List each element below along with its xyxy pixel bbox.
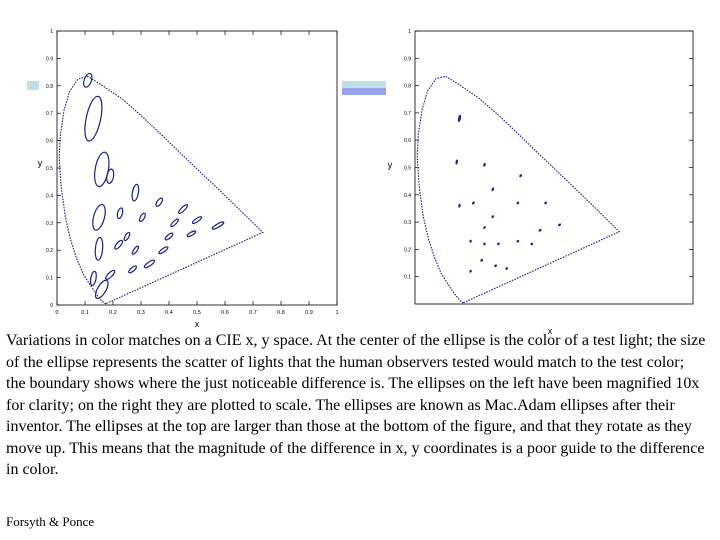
y-tick-label: 1	[408, 29, 411, 35]
y-tick-label: 0.9	[404, 56, 411, 62]
macadam-ellipse	[458, 203, 461, 208]
x-tick-label: 0.6	[221, 310, 229, 316]
macadam-ellipse	[480, 258, 484, 262]
y-tick-label: 0.9	[46, 56, 53, 62]
x-tick-label: 0.3	[137, 310, 145, 316]
y-tick-label: 0.3	[46, 221, 53, 227]
y-axis-label: y	[38, 158, 43, 168]
macadam-ellipse	[84, 95, 103, 142]
x-axis-label: x	[548, 326, 553, 335]
macadam-ellipses-to-scale-chart: 0.1 0.2 0.3 0.4 0.5 0.6 0.7 0.8 0.9 1 x y	[388, 29, 694, 335]
x-tick-label: 1	[335, 310, 338, 316]
y-axis-label: y	[388, 160, 393, 170]
macadam-ellipse	[211, 221, 225, 230]
macadam-ellipse	[106, 168, 115, 184]
y-tick-label: 0.8	[46, 84, 53, 90]
color-swatch-right-light	[342, 81, 386, 88]
macadam-ellipse	[94, 279, 109, 300]
macadam-ellipse	[105, 269, 116, 280]
y-tick-label: 0.7	[404, 111, 411, 117]
x-tick-label: 0.2	[109, 310, 117, 316]
macadam-ellipse	[491, 187, 495, 192]
macadam-ellipse	[472, 201, 475, 205]
x-tick-label: 0.9	[305, 310, 313, 316]
x-tick-label: 0.1	[81, 310, 89, 316]
y-tick-label: 0.7	[46, 111, 53, 117]
macadam-ellipse	[116, 207, 124, 220]
macadam-ellipse	[89, 270, 97, 287]
macadam-ellipse	[94, 151, 110, 188]
x-tick-label: 0	[55, 310, 58, 316]
macadam-ellipse	[92, 203, 106, 231]
y-tick-label: 1	[50, 29, 53, 35]
plot-frame	[414, 30, 694, 305]
macadam-ellipse	[158, 246, 169, 255]
macadam-ellipse	[143, 259, 156, 269]
spectral-locus-boundary	[416, 75, 621, 304]
x-tick-label: 0.8	[277, 310, 285, 316]
macadam-ellipse	[455, 159, 458, 165]
y-tick-label: 0	[50, 303, 53, 309]
y-tick-label: 0.4	[404, 193, 411, 199]
macadam-ellipse	[494, 264, 497, 268]
y-tick-label: 0.5	[46, 166, 53, 172]
macadam-ellipse	[516, 201, 520, 205]
plot-frame	[56, 30, 338, 306]
x-tick-label: 0.7	[249, 310, 257, 316]
macadam-ellipse	[94, 236, 104, 261]
macadam-ellipse	[558, 223, 562, 227]
y-tick-label: 0.6	[46, 139, 53, 145]
macadam-ellipse	[457, 114, 462, 122]
macadam-ellipse	[170, 218, 179, 228]
macadam-ellipse	[164, 232, 174, 241]
macadam-ellipse	[138, 212, 146, 222]
macadam-ellipse	[505, 267, 509, 270]
macadam-ellipse	[83, 72, 93, 88]
macadam-ellipse	[123, 231, 131, 242]
macadam-ellipse	[131, 245, 140, 255]
y-tick-label: 0.4	[46, 193, 53, 199]
macadam-ellipses-magnified-chart: 0 0.1 0.2 0.3 0.4 0.5 0.6 0.7 0.8 0.9 1 0 0.1 0.2 0.3 0…	[38, 29, 339, 329]
macadam-ellipse	[155, 197, 164, 207]
macadam-ellipse	[519, 174, 522, 178]
y-tick-label: 0.5	[404, 166, 411, 172]
macadam-ellipse	[186, 230, 197, 238]
macadam-ellipse	[131, 183, 140, 202]
macadam-ellipse	[483, 242, 486, 246]
color-swatch-right-blue	[342, 88, 386, 95]
y-tick-label: 0.1	[404, 275, 411, 281]
y-tick-label: 0.1	[46, 276, 53, 282]
macadam-ellipse	[191, 216, 203, 225]
figure-credit: Forsyth & Ponce	[6, 514, 95, 529]
y-tick-label: 0.2	[46, 248, 53, 254]
spectral-locus-boundary	[58, 75, 264, 305]
macadam-ellipse	[538, 228, 542, 232]
macadam-ellipse	[128, 265, 138, 274]
macadam-ellipse	[177, 204, 189, 215]
macadam-ellipse	[483, 226, 486, 229]
macadam-ellipse	[491, 215, 495, 219]
macadam-ellipse	[469, 269, 472, 273]
y-tick-label: 0.2	[404, 247, 411, 253]
macadam-ellipse	[497, 242, 500, 246]
y-tick-label: 0.8	[404, 84, 411, 90]
x-tick-label: 0.4	[165, 310, 173, 316]
color-swatch-left	[27, 81, 39, 90]
macadam-ellipse	[530, 242, 534, 246]
y-tick-label: 0.6	[404, 138, 411, 144]
figure-caption: Variations in color matches on a CIE x, …	[6, 332, 706, 478]
macadam-ellipse	[516, 239, 520, 243]
y-tick-label: 0.3	[404, 220, 411, 226]
macadam-ellipse	[544, 201, 547, 205]
macadam-ellipse	[483, 162, 486, 167]
macadam-ellipse	[114, 239, 124, 250]
x-axis-label: x	[195, 319, 200, 329]
x-tick-label: 0.5	[193, 310, 201, 316]
macadam-ellipse	[469, 239, 472, 243]
